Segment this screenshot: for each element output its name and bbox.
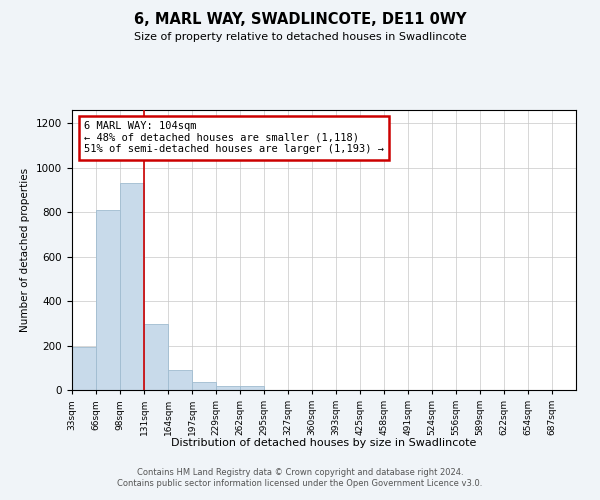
Text: Size of property relative to detached houses in Swadlincote: Size of property relative to detached ho…	[134, 32, 466, 42]
Text: 6, MARL WAY, SWADLINCOTE, DE11 0WY: 6, MARL WAY, SWADLINCOTE, DE11 0WY	[134, 12, 466, 28]
Bar	[240, 386, 264, 390]
Bar	[120, 184, 144, 390]
Bar	[96, 210, 120, 390]
Bar	[216, 386, 240, 390]
Bar	[192, 382, 216, 390]
Bar	[144, 324, 168, 390]
Bar	[72, 347, 96, 390]
Text: Distribution of detached houses by size in Swadlincote: Distribution of detached houses by size …	[172, 438, 476, 448]
Text: Contains HM Land Registry data © Crown copyright and database right 2024.
Contai: Contains HM Land Registry data © Crown c…	[118, 468, 482, 487]
Bar	[168, 370, 192, 390]
Text: 6 MARL WAY: 104sqm
← 48% of detached houses are smaller (1,118)
51% of semi-deta: 6 MARL WAY: 104sqm ← 48% of detached hou…	[84, 121, 384, 154]
Y-axis label: Number of detached properties: Number of detached properties	[20, 168, 31, 332]
